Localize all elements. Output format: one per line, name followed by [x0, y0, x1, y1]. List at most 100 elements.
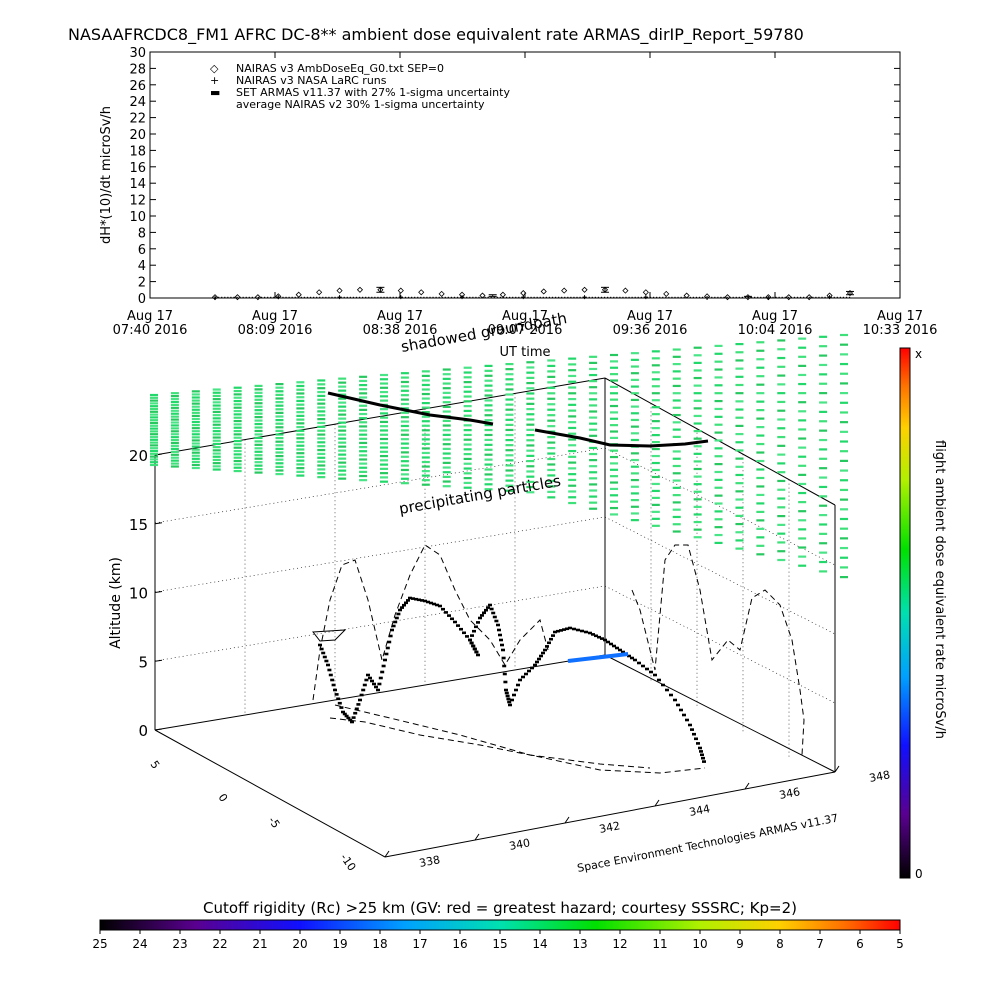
nairas-v3-point — [211, 294, 219, 301]
rigidity-tick-label: 9 — [736, 937, 744, 951]
top-legend: ◇ NAIRAS v3 AmbDoseEq_G0.txt SEP=0 + NAIRAS… — [210, 62, 510, 111]
nairas-v3-point — [316, 289, 323, 296]
y-tick-label: 12 — [129, 194, 146, 209]
nairas-v3-point — [806, 294, 813, 301]
y-tick-label: 18 — [129, 144, 146, 159]
nairas-v3-point — [520, 290, 527, 297]
rigidity-tick-label: 25 — [92, 937, 107, 951]
box-edge-top-back — [154, 377, 606, 456]
nairas-v3-point — [601, 286, 609, 293]
x-tick-label-time: 09:07 2016 — [488, 323, 563, 338]
rigidity-tick-label: 7 — [816, 937, 824, 951]
top-panel: dH*(10)/dt microSv/h 0246810121416182022… — [99, 46, 937, 360]
top-x-axis-label: UT time — [500, 345, 551, 360]
flight-track — [318, 596, 706, 763]
cutoff-rigidity-ticks: 25 24 23 22 21 20 19 18 17 16 15 14 13 12 11 10 9 8 7 6 5 — [92, 930, 904, 951]
latitude-tick-label: -10 — [338, 851, 359, 873]
longitude-tick-label: 346 — [778, 785, 801, 802]
top-y-axis-label: dH*(10)/dt microSv/h — [99, 106, 114, 244]
projected-track-top — [327, 391, 494, 426]
box-edge-floor-front-left — [154, 729, 386, 858]
longitude-tick-label: 348 — [868, 768, 891, 785]
nairas-v3-point — [336, 287, 343, 294]
y-tick-label: 22 — [129, 112, 146, 127]
y-tick-label: 28 — [129, 62, 146, 77]
nairas-v3-point — [397, 287, 404, 294]
nairas-v3-point — [663, 290, 670, 297]
nairas-v3-point — [275, 293, 282, 300]
altitude-tick-mark — [154, 591, 163, 593]
nairas-v3-point — [561, 287, 568, 294]
x-tick-label-date: Aug 17 — [752, 309, 798, 324]
legend-symbol: + — [210, 74, 219, 87]
longitude-tick-label: 344 — [688, 802, 711, 819]
altitude-tick-label: 5 — [138, 653, 148, 671]
altitude-tick-mark — [154, 728, 163, 731]
y-tick-label: 30 — [129, 46, 146, 61]
nairas-v3-point — [622, 287, 629, 294]
precipitating-particles-label: precipitating particles — [398, 472, 563, 518]
latitude-ticks: -10 -5 0 5 — [148, 758, 359, 873]
rigidity-tick-label: 16 — [452, 937, 467, 951]
longitude-tick-mark — [474, 833, 480, 841]
cutoff-rigidity-colorbar — [99, 919, 901, 931]
aircraft-start-marker — [312, 629, 347, 642]
precipitating-particles-field — [150, 333, 848, 579]
nairas-v3-point — [683, 292, 690, 299]
colorbar-bottom-label: 0 — [915, 867, 923, 881]
y-tick-label: 10 — [129, 210, 146, 225]
rigidity-tick-label: 6 — [856, 937, 864, 951]
latitude-tick-label: -5 — [266, 814, 283, 830]
nairas-v3-point — [254, 294, 261, 301]
legend-label: NAIRAS v3 AmbDoseEq_G0.txt SEP=0 — [236, 62, 444, 75]
altitude-tick-label: 0 — [138, 722, 148, 740]
rigidity-tick-label: 8 — [776, 937, 784, 951]
rigidity-tick-label: 23 — [172, 937, 187, 951]
x-tick-label-date: Aug 17 — [502, 309, 548, 324]
x-tick-label-date: Aug 17 — [377, 309, 423, 324]
rigidity-tick-label: 14 — [532, 937, 547, 951]
rigidity-tick-label: 18 — [372, 937, 387, 951]
rigidity-tick-label: 15 — [492, 937, 507, 951]
dose-colorbar — [899, 347, 911, 879]
longitude-tick-label: 338 — [418, 853, 441, 870]
groundpath-return-line — [334, 704, 651, 769]
nairas-v3-point — [418, 289, 425, 296]
nairas-v3-point — [744, 294, 751, 301]
altitude-curtain-left — [312, 544, 549, 701]
longitude-tick-mark — [564, 816, 570, 824]
y-tick-label: 8 — [138, 226, 146, 241]
y-tick-label: 20 — [129, 128, 146, 143]
cutoff-rigidity-title: Cutoff rigidity (Rc) >25 km (GV: red = g… — [203, 899, 797, 917]
x-tick-label-time: 07:40 2016 — [113, 323, 188, 338]
altitude-ticks: 0 5 10 15 20 — [129, 447, 163, 740]
box-edge-bottom-back — [154, 654, 606, 731]
longitude-tick-mark — [834, 765, 840, 773]
armas-measured-segment — [567, 652, 629, 663]
x-tick-label-date: Aug 17 — [627, 309, 673, 324]
nairas-v3-point — [581, 286, 588, 293]
altitude-axis-label: Altitude (km) — [108, 557, 124, 649]
x-tick-label-time: 10:33 2016 — [863, 323, 938, 338]
x-tick-label-date: Aug 17 — [252, 309, 298, 324]
cutoff-rigidity-panel: Cutoff rigidity (Rc) >25 km (GV: red = g… — [92, 899, 903, 951]
rigidity-tick-label: 20 — [292, 937, 307, 951]
altitude-tick-label: 20 — [129, 447, 148, 465]
box-edge-floor-front — [384, 771, 836, 858]
figure-title: NASAAFRCDC8_FM1 AFRC DC-8** ambient dose… — [68, 25, 804, 45]
longitude-tick-label: 340 — [508, 836, 531, 853]
y-tick-label: 6 — [138, 243, 146, 258]
nairas-v3-point — [356, 286, 364, 293]
latitude-tick-label: 5 — [148, 758, 163, 771]
grid-line — [604, 585, 836, 704]
legend-label: average NAIRAS v2 30% 1-sigma uncertaint… — [236, 98, 485, 111]
y-tick-label: 26 — [129, 79, 146, 94]
x-tick-label-date: Aug 17 — [877, 309, 923, 324]
longitude-tick-mark — [744, 782, 750, 790]
rigidity-tick-label: 5 — [896, 937, 904, 951]
nairas-v3-point — [499, 291, 506, 298]
grid-line — [154, 585, 606, 662]
